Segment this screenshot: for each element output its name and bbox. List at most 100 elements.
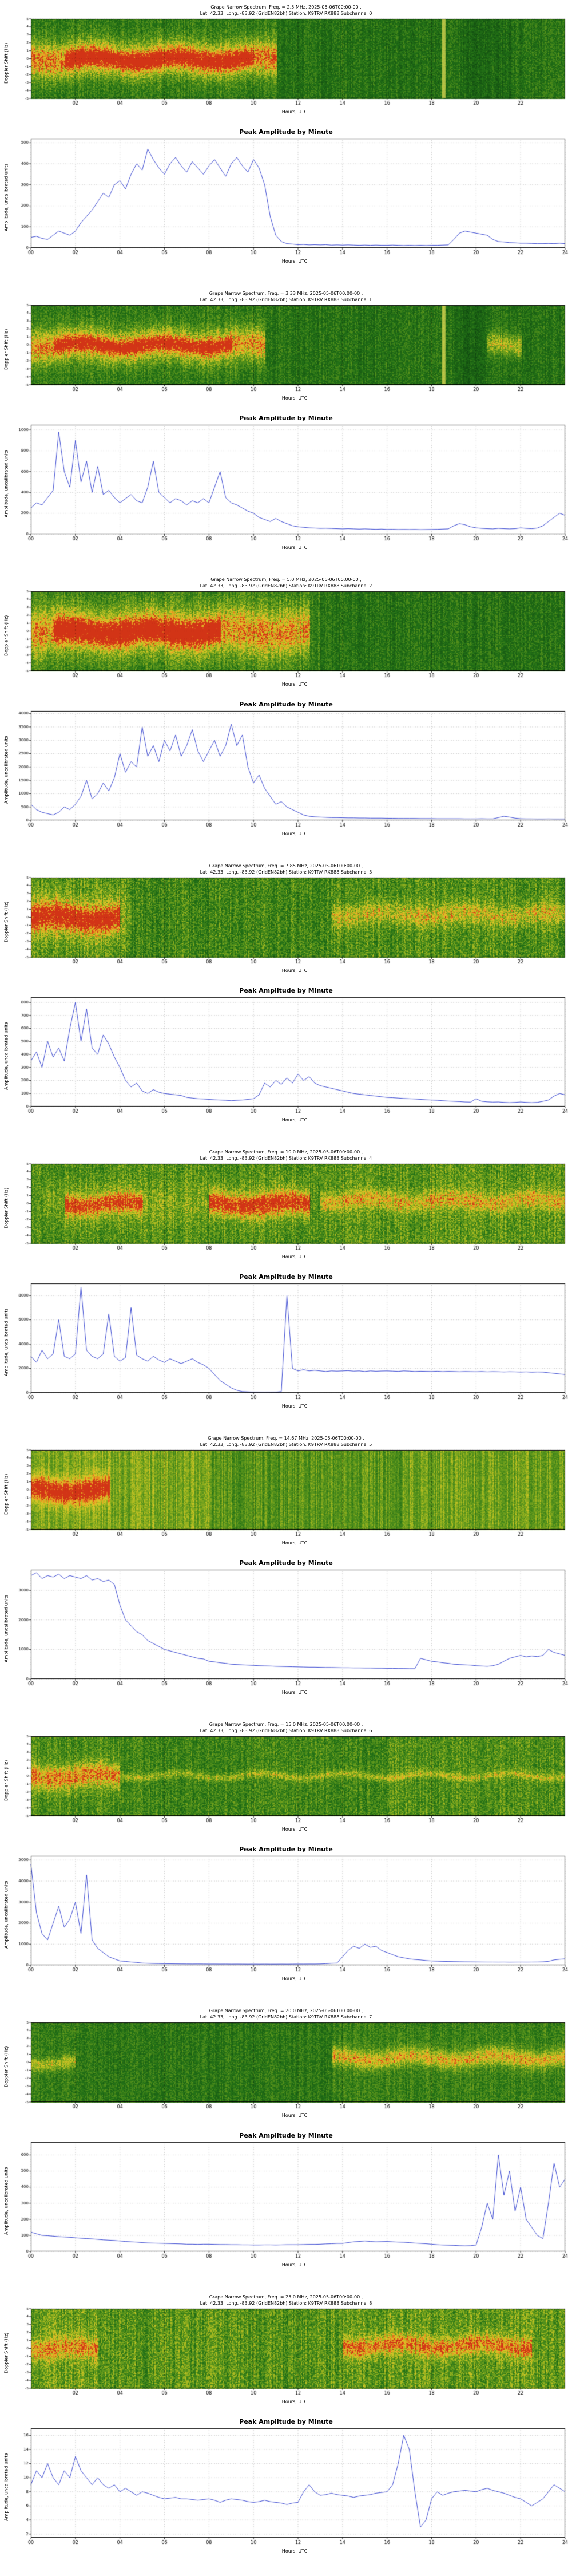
spectrogram-title: Grape Narrow Spectrum, Freq. = 5.0 MHz, … [0,577,572,590]
amplitude-plot [10,1281,571,1403]
spectrogram-plot [10,17,571,109]
amplitude-xlabel: Hours, UTC [281,831,308,836]
amplitude-title: Peak Amplitude by Minute [239,1845,333,1853]
spectrogram-title-line1: Grape Narrow Spectrum, Freq. = 7.85 MHz,… [209,863,363,868]
amplitude-xlabel: Hours, UTC [281,1117,308,1123]
spectrogram-title-line2: Lat. 42.33, Long. -83.92 (GridEN82bh) St… [200,583,372,588]
spectrogram-ylabel: Doppler Shift (Hz) [3,1759,9,1801]
amplitude-plot [10,136,571,258]
spectrogram-ylabel: Doppler Shift (Hz) [3,614,9,656]
spectrogram-xlabel: Hours, UTC [281,967,308,973]
spectrogram-title-line2: Lat. 42.33, Long. -83.92 (GridEN82bh) St… [200,10,372,16]
amplitude-ylabel: Amplitude, uncalibrated units [3,2453,9,2521]
amplitude-xlabel: Hours, UTC [281,258,308,264]
amplitude-xlabel: Hours, UTC [281,544,308,550]
spectrogram-title-line1: Grape Narrow Spectrum, Freq. = 10.0 MHz,… [209,1149,363,1155]
amplitude-ylabel: Amplitude, uncalibrated units [3,1594,9,1662]
subchannel-block: Grape Narrow Spectrum, Freq. = 10.0 MHz,… [0,1145,572,1431]
amplitude-plot [10,995,571,1117]
spectrogram-title: Grape Narrow Spectrum, Freq. = 2.5 MHz, … [0,5,572,17]
amplitude-title: Peak Amplitude by Minute [239,128,333,136]
spectrogram-title-line2: Lat. 42.33, Long. -83.92 (GridEN82bh) St… [200,2014,372,2020]
spectrogram-ylabel: Doppler Shift (Hz) [3,328,9,370]
spectrogram-title: Grape Narrow Spectrum, Freq. = 20.0 MHz,… [0,2008,572,2021]
amplitude-xlabel: Hours, UTC [281,2262,308,2267]
amplitude-plot [10,1854,571,1976]
spectrogram-title-line1: Grape Narrow Spectrum, Freq. = 5.0 MHz, … [210,577,362,582]
amplitude-plot [10,422,571,544]
spectrogram-title-line1: Grape Narrow Spectrum, Freq. = 14.67 MHz… [208,1436,364,1441]
spectrogram-xlabel: Hours, UTC [281,1254,308,1259]
spectrogram-plot [10,303,571,395]
subchannel-block: Grape Narrow Spectrum, Freq. = 7.85 MHz,… [0,859,572,1145]
amplitude-xlabel: Hours, UTC [281,1403,308,1409]
spectrogram-title: Grape Narrow Spectrum, Freq. = 25.0 MHz,… [0,2294,572,2307]
amplitude-title: Peak Amplitude by Minute [239,986,333,994]
spectrogram-xlabel: Hours, UTC [281,1540,308,1546]
spectrogram-title-line2: Lat. 42.33, Long. -83.92 (GridEN82bh) St… [200,869,372,875]
amplitude-title: Peak Amplitude by Minute [239,700,333,708]
amplitude-plot [10,2140,571,2262]
amplitude-ylabel: Amplitude, uncalibrated units [3,163,9,231]
spectrogram-ylabel: Doppler Shift (Hz) [3,1187,9,1228]
spectrogram-title-line2: Lat. 42.33, Long. -83.92 (GridEN82bh) St… [200,1728,372,1733]
spectrogram-plot [10,1161,571,1254]
amplitude-xlabel: Hours, UTC [281,1689,308,1695]
amplitude-ylabel: Amplitude, uncalibrated units [3,1880,9,1949]
spectrogram-title-line1: Grape Narrow Spectrum, Freq. = 3.33 MHz,… [209,291,363,296]
spectrogram-plot [10,589,571,681]
subchannel-block: Grape Narrow Spectrum, Freq. = 3.33 MHz,… [0,286,572,572]
spectrogram-title-line2: Lat. 42.33, Long. -83.92 (GridEN82bh) St… [200,297,372,302]
spectrogram-ylabel: Doppler Shift (Hz) [3,42,9,84]
spectrogram-xlabel: Hours, UTC [281,2112,308,2118]
spectrogram-title: Grape Narrow Spectrum, Freq. = 10.0 MHz,… [0,1149,572,1162]
amplitude-plot [10,1567,571,1689]
amplitude-plot [10,2426,571,2548]
spectrogram-title-line2: Lat. 42.33, Long. -83.92 (GridEN82bh) St… [200,1155,372,1161]
spectrogram-plot [10,875,571,967]
amplitude-ylabel: Amplitude, uncalibrated units [3,1022,9,1090]
spectrogram-ylabel: Doppler Shift (Hz) [3,2045,9,2087]
spectrogram-ylabel: Doppler Shift (Hz) [3,1473,9,1515]
spectrogram-xlabel: Hours, UTC [281,2399,308,2404]
subchannel-block: Grape Narrow Spectrum, Freq. = 5.0 MHz, … [0,572,572,859]
spectrogram-ylabel: Doppler Shift (Hz) [3,900,9,942]
subchannel-block: Grape Narrow Spectrum, Freq. = 15.0 MHz,… [0,1717,572,2004]
spectrogram-title-line1: Grape Narrow Spectrum, Freq. = 2.5 MHz, … [210,5,362,10]
subchannel-block: Grape Narrow Spectrum, Freq. = 14.67 MHz… [0,1431,572,1717]
spectrogram-xlabel: Hours, UTC [281,109,308,114]
spectrogram-xlabel: Hours, UTC [281,395,308,401]
spectrogram-title-line1: Grape Narrow Spectrum, Freq. = 15.0 MHz,… [209,1722,363,1727]
amplitude-ylabel: Amplitude, uncalibrated units [3,1308,9,1376]
spectrogram-title: Grape Narrow Spectrum, Freq. = 3.33 MHz,… [0,291,572,303]
spectrogram-title-line2: Lat. 42.33, Long. -83.92 (GridEN82bh) St… [200,2300,372,2306]
amplitude-xlabel: Hours, UTC [281,1976,308,1981]
spectrogram-title: Grape Narrow Spectrum, Freq. = 14.67 MHz… [0,1436,572,1448]
spectrogram-plot [10,1448,571,1540]
amplitude-title: Peak Amplitude by Minute [239,2131,333,2139]
spectrogram-plot [10,2306,571,2399]
amplitude-title: Peak Amplitude by Minute [239,414,333,422]
subchannel-block: Grape Narrow Spectrum, Freq. = 2.5 MHz, … [0,0,572,286]
spectrogram-plot [10,2020,571,2112]
spectrogram-title-line1: Grape Narrow Spectrum, Freq. = 25.0 MHz,… [209,2294,363,2300]
spectrogram-xlabel: Hours, UTC [281,681,308,687]
spectrogram-ylabel: Doppler Shift (Hz) [3,2332,9,2373]
amplitude-title: Peak Amplitude by Minute [239,1559,333,1567]
spectrogram-title: Grape Narrow Spectrum, Freq. = 15.0 MHz,… [0,1722,572,1735]
subchannel-block: Grape Narrow Spectrum, Freq. = 25.0 MHz,… [0,2290,572,2576]
amplitude-ylabel: Amplitude, uncalibrated units [3,2167,9,2235]
amplitude-plot [10,709,571,831]
amplitude-title: Peak Amplitude by Minute [239,1273,333,1281]
spectrogram-xlabel: Hours, UTC [281,1826,308,1832]
spectrogram-plot [10,1734,571,1826]
spectrogram-title-line2: Lat. 42.33, Long. -83.92 (GridEN82bh) St… [200,1441,372,1447]
amplitude-ylabel: Amplitude, uncalibrated units [3,449,9,517]
spectrogram-title: Grape Narrow Spectrum, Freq. = 7.85 MHz,… [0,863,572,876]
spectrogram-title-line1: Grape Narrow Spectrum, Freq. = 20.0 MHz,… [209,2008,363,2013]
subchannel-block: Grape Narrow Spectrum, Freq. = 20.0 MHz,… [0,2004,572,2290]
amplitude-xlabel: Hours, UTC [281,2548,308,2554]
amplitude-title: Peak Amplitude by Minute [239,2417,333,2425]
amplitude-ylabel: Amplitude, uncalibrated units [3,736,9,804]
